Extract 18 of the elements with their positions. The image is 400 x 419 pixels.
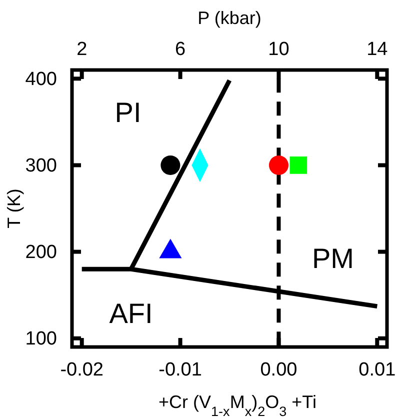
y-axis-title: T (K) — [4, 188, 24, 228]
annotation: PI — [114, 97, 142, 128]
x2-tick-label: 14 — [366, 39, 388, 60]
x-tick-label: -0.01 — [158, 359, 202, 380]
x2-tick-label: 2 — [76, 39, 88, 60]
x-tick-label: 0.00 — [260, 359, 298, 380]
text: +Cr (V$_{1-x}$M$_{x}$)$_{2}$O$_{3}$ +Ti — [158, 392, 316, 418]
y-tick-label: 200 — [25, 242, 57, 263]
annotation: PM — [312, 243, 354, 274]
x2-tick-label: 6 — [174, 39, 186, 60]
y-tick-label: 100 — [25, 328, 57, 350]
y-tick-label: 300 — [25, 155, 57, 176]
x2-tick-label: 10 — [268, 39, 290, 60]
x-tick-label: 0.01 — [358, 359, 396, 380]
x-tick-label: -0.02 — [60, 359, 104, 380]
annotation: AFI — [109, 298, 153, 330]
x2-axis-title: P (kbar) — [198, 8, 262, 28]
y-tick-label: 400 — [25, 68, 57, 90]
